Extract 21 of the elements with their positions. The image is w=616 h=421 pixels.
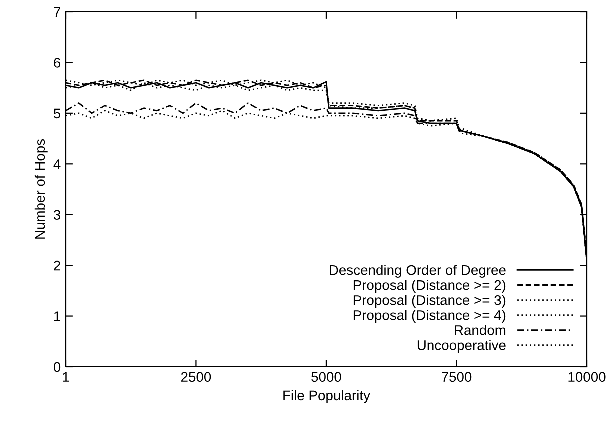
- legend-label: Descending Order of Degree: [330, 265, 506, 278]
- x-tick-label: 1: [63, 372, 70, 382]
- y-axis-title: Number of Hops: [34, 139, 48, 239]
- x-tick-label: 10000: [568, 372, 606, 382]
- legend-label: Proposal (Distance >= 4): [354, 310, 506, 324]
- legend-label: Proposal (Distance >= 3): [354, 295, 506, 308]
- x-tick-label: 2500: [181, 372, 212, 382]
- y-tick-label: 4: [54, 160, 61, 170]
- y-tick-label: 3: [54, 210, 61, 220]
- y-tick-label: 2: [54, 260, 60, 271]
- y-tick-label: 5: [54, 108, 61, 119]
- legend-label: Uncooperative: [418, 340, 506, 354]
- x-tick-label: 7500: [442, 372, 472, 382]
- legend-label: Proposal (Distance >= 2): [354, 280, 506, 293]
- y-tick-label: 6: [54, 58, 61, 68]
- y-tick-label: 1: [54, 312, 60, 322]
- y-tick-label: 7: [54, 7, 60, 18]
- legend-label: Random: [455, 325, 506, 336]
- y-tick-label: 0: [54, 362, 61, 372]
- x-axis-title: File Popularity: [284, 390, 370, 404]
- x-tick-label: 5000: [312, 372, 342, 382]
